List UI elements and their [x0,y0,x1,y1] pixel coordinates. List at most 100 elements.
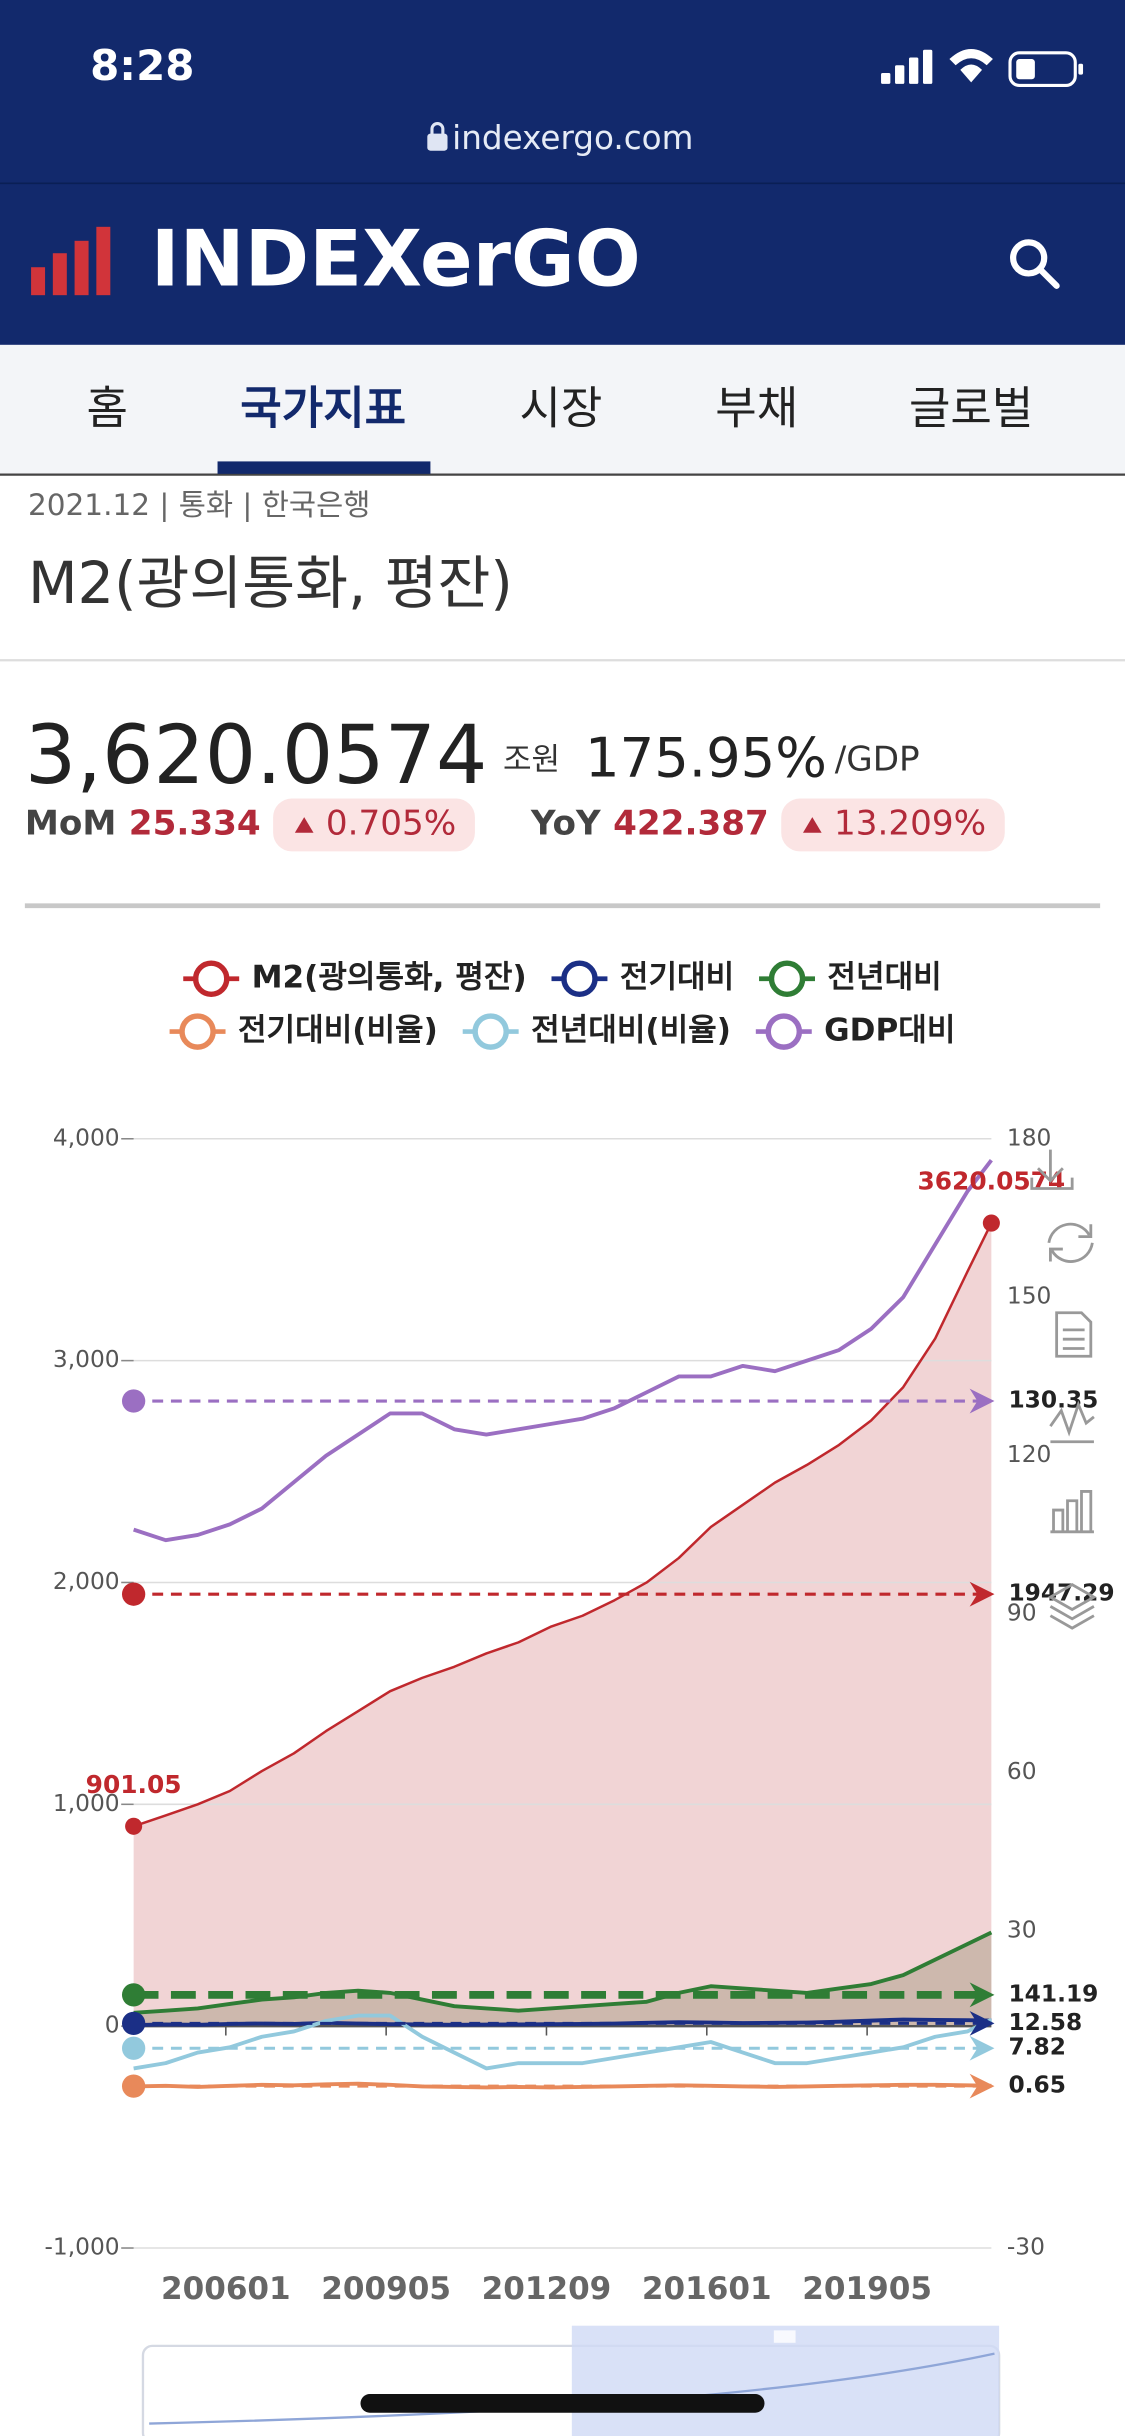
nav-tab[interactable]: 홈 [86,382,127,435]
legend-label: 전년대비(비율) [531,1013,731,1049]
nav-tab[interactable]: 시장 [519,382,602,435]
average-label: 7.82 [1008,2034,1065,2061]
legend-marker [472,1013,509,1050]
series-line [133,1222,993,1828]
change-pill [273,798,475,852]
mom-label: MoM [25,803,117,843]
y-tick-label: 4,000 [53,1124,120,1151]
nav-tab[interactable]: 글로벌 [909,382,1033,435]
average-label: 12.58 [1008,2009,1082,2036]
average-start [121,1983,146,2007]
gdp-suffix: /GDP [835,740,920,780]
up-arrow [294,817,314,833]
search-button[interactable] [1010,239,1060,289]
legend-marker [179,1013,216,1050]
legend-label: GDP대비 [824,1013,955,1049]
average-label: 130.35 [1008,1387,1098,1414]
area [133,1932,992,2027]
average-label: 0.65 [1008,2072,1065,2099]
average-arrow [969,1388,995,1414]
legend-item[interactable]: 전기대비(비율) [169,1013,438,1050]
status-time: 8:28 [90,41,194,90]
refresh-button[interactable] [1047,1222,1094,1263]
legend-item[interactable]: 전년대비 [759,960,942,998]
legend-item[interactable]: M2(광의통화, 평잔) [183,960,527,998]
legend-item[interactable]: GDP대비 [755,1013,956,1050]
average-label: 141.19 [1008,1980,1098,2007]
y2-tick-label: 150 [1007,1283,1051,1310]
average-start [121,2011,146,2036]
area [133,1223,992,2027]
url[interactable]: indexergo.com [452,119,693,157]
page-title: M2(광의통화, 평잔) [28,550,513,617]
legend-item[interactable]: 전년대비(비율) [462,1013,731,1050]
nav-tab[interactable]: 국가지표 [240,382,406,435]
data-zoom[interactable] [141,2325,1001,2436]
unit: 조원 [503,742,560,778]
y-tick-label: -1,000 [45,2234,120,2261]
legend-marker [192,960,230,998]
chart: -1,000 0 1,000 2,000 3,000 4,000 -30 30 60 90 120 1… [45,1124,1115,2307]
home-indicator [360,2394,765,2413]
y-tick-label: 3,000 [53,1346,120,1373]
average-arrow [969,2035,995,2061]
point [982,1214,1000,1232]
average-start [121,2074,146,2098]
top-bar [0,0,1125,345]
lock-icon [427,122,448,151]
average-arrow [969,2073,995,2099]
logo[interactable]: INDEXerGO [151,215,641,305]
y2-tick-label: 30 [1007,1917,1037,1944]
nav-tabs: 홈 국가지표 시장 부채 글로벌 [86,382,1033,474]
data-label: 3620.0574 [917,1167,1065,1196]
nav-tab[interactable]: 부채 [715,382,798,435]
nav-active-indicator [217,461,431,474]
up-arrow [802,817,822,833]
value: 3,620.0574 [25,709,488,803]
stack-button[interactable] [1047,1583,1097,1630]
chart-toolbar [1030,1149,1097,1630]
y2-tick-label: -30 [1007,2234,1045,2261]
average-arrow [969,2010,995,2036]
average-start [121,2036,146,2060]
legend-marker [768,960,806,998]
legend-label: 전년대비 [827,960,941,996]
legend-label: M2(광의통화, 평잔) [252,960,527,996]
data-view-button[interactable] [1055,1311,1093,1358]
series-line [133,1158,993,1543]
summary: 3,620.0574 조원 175.95%/GDP MoM 25.334 0.705% Yo… [25,709,1005,852]
point [125,1817,143,1835]
legend-marker [765,1013,803,1050]
yoy-change: 13.209% [834,803,986,843]
bar-chart-button[interactable] [1050,1490,1094,1534]
y-tick-label: 0 [105,2012,120,2039]
average-start [121,1582,146,1606]
change-pill [781,798,1005,852]
download-button[interactable] [1030,1149,1074,1190]
mom-change: 0.705% [326,803,456,843]
nav-bar [0,344,1125,474]
breadcrumb: 2021.12 | 통화 | 한국은행 [28,488,370,523]
y2-tick-label: 180 [1007,1124,1051,1151]
yoy-value: 422.387 [613,803,769,843]
x-tick-label: 201905 [802,2271,932,2307]
legend-item[interactable]: 전기대비 [551,960,735,998]
y2-tick-label: 120 [1007,1441,1051,1468]
data-label: 901.05 [86,1770,182,1799]
line-chart-button[interactable] [1049,1400,1095,1444]
series-line [133,1930,993,2015]
y2-tick-label: 60 [1007,1758,1037,1785]
yoy-label: YoY [530,803,602,843]
mom-value: 25.334 [129,803,261,843]
x-tick-label: 201601 [642,2271,772,2307]
legend-marker [561,960,598,998]
status-icons [881,48,1084,87]
y2-tick-label: 90 [1007,1600,1037,1627]
average-arrow [969,1982,995,2008]
gdp-ratio: 175.95% [585,726,827,789]
logo-icon [31,226,111,296]
